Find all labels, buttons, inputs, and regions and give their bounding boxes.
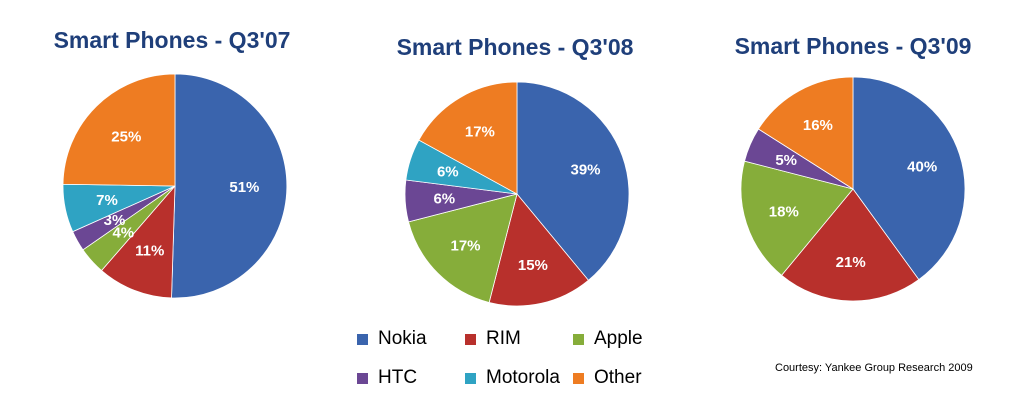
legend-swatch-rim <box>465 333 476 345</box>
slice-label-htc-3: 5% <box>775 152 797 169</box>
legend-label-nokia: Nokia <box>378 328 427 349</box>
legend-item-motorola: Motorola <box>465 366 560 390</box>
legend-item-htc: HTC <box>357 366 417 390</box>
legend-item-other: Other <box>573 366 642 390</box>
slice-label-other-1: 25% <box>111 129 141 146</box>
legend-label-other: Other <box>594 367 642 388</box>
legend-label-rim: RIM <box>486 328 521 349</box>
legend-swatch-apple <box>573 333 584 345</box>
slice-apple-3 <box>740 160 854 276</box>
chart-title-2: Smart Phones - Q3'08 <box>397 34 634 60</box>
legend-swatch-nokia <box>357 333 368 345</box>
legend-label-htc: HTC <box>378 367 418 388</box>
legend-item-apple: Apple <box>573 327 643 351</box>
slice-label-motorola-1: 7% <box>96 192 118 209</box>
slice-label-nokia-1: 51% <box>229 179 259 196</box>
legend-item-rim: RIM <box>465 327 521 351</box>
slice-label-htc-2: 6% <box>433 191 455 208</box>
legend-label-motorola: Motorola <box>486 367 560 388</box>
slice-label-other-3: 16% <box>803 117 833 134</box>
slice-label-htc-1: 3% <box>104 212 126 229</box>
slice-rim-1 <box>100 184 176 299</box>
legend-swatch-htc <box>357 372 368 384</box>
pie-chart-3: Smart Phones - Q3'09 40% 21% 18% 5% 16% <box>735 33 972 302</box>
slice-label-apple-3: 18% <box>769 204 799 221</box>
slice-label-other-2: 17% <box>465 123 495 140</box>
slice-apple-2 <box>408 193 518 303</box>
slice-nokia-3 <box>852 76 966 281</box>
legend: Nokia RIM Apple HTC Motorola Other <box>357 322 677 398</box>
slice-nokia-2 <box>516 81 630 281</box>
slice-label-motorola-2: 6% <box>437 164 459 181</box>
legend-swatch-motorola <box>465 372 476 384</box>
legend-item-nokia: Nokia <box>357 327 427 351</box>
legend-label-apple: Apple <box>594 328 643 349</box>
pie-chart-1: Smart Phones - Q3'07 51% 11%4%3% 7% 25% <box>54 27 291 299</box>
slice-label-nokia-3: 40% <box>907 159 937 176</box>
slice-label-apple-2: 17% <box>450 238 480 255</box>
slice-other-3 <box>757 76 854 190</box>
legend-swatch-other <box>573 372 584 384</box>
slice-other-2 <box>418 81 518 195</box>
slice-other-1 <box>62 73 176 187</box>
chart-title-3: Smart Phones - Q3'09 <box>735 33 972 59</box>
slice-nokia-1 <box>171 73 288 299</box>
slice-label-rim-1: 11% <box>135 243 164 260</box>
slice-label-nokia-2: 39% <box>570 161 600 178</box>
slice-label-rim-3: 21% <box>836 254 866 271</box>
slice-label-rim-2: 15% <box>518 257 548 274</box>
slice-rim-3 <box>781 188 920 302</box>
slice-label-apple-1: 4% <box>112 224 134 241</box>
chart-title-1: Smart Phones - Q3'07 <box>54 27 291 53</box>
source-credit: Courtesy: Yankee Group Research 2009 <box>775 362 973 374</box>
pie-chart-2: Smart Phones - Q3'08 39% 15% 17% 6% 6% 17% <box>397 34 634 307</box>
slice-rim-2 <box>488 193 589 307</box>
